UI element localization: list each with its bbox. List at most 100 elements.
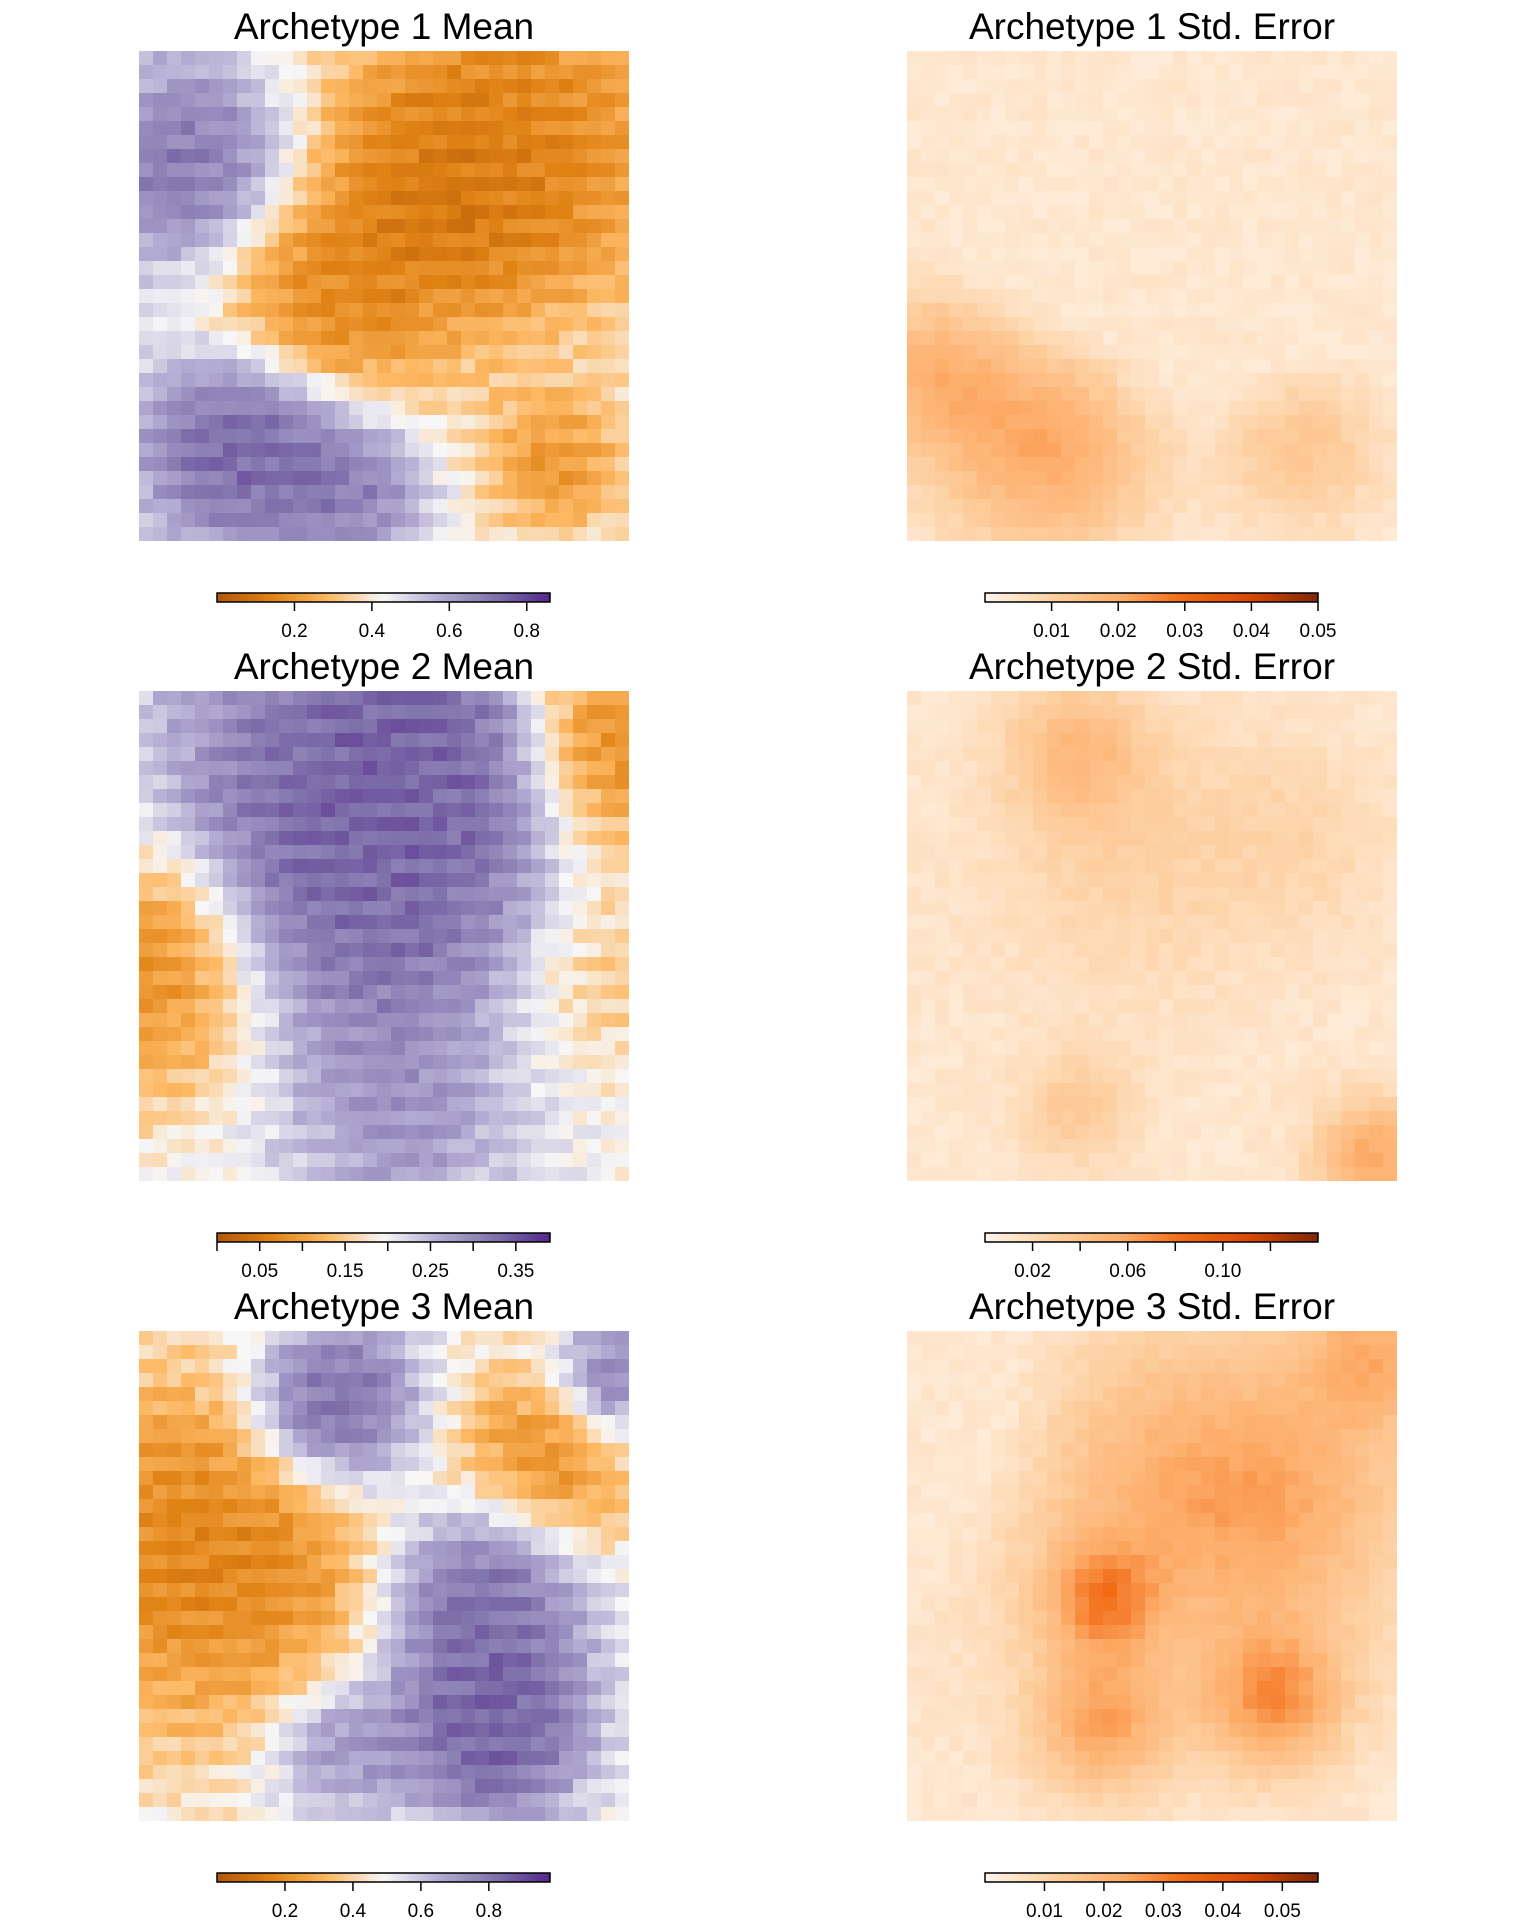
heatmap-cell xyxy=(531,1111,546,1126)
heatmap-cell xyxy=(1369,65,1384,80)
heatmap-cell xyxy=(949,219,964,234)
heatmap-cell xyxy=(1005,817,1020,832)
heatmap-cell xyxy=(377,1097,392,1112)
heatmap-cell xyxy=(1145,275,1160,290)
heatmap-cell xyxy=(559,373,574,388)
heatmap-cell xyxy=(1313,1041,1328,1056)
heatmap-cell xyxy=(573,803,588,818)
heatmap-cell xyxy=(293,985,308,1000)
heatmap-cell xyxy=(1201,943,1216,958)
heatmap-cell xyxy=(321,1069,336,1084)
heatmap-cell xyxy=(545,999,560,1014)
heatmap-cell xyxy=(405,1027,420,1042)
heatmap-cell xyxy=(489,719,504,734)
heatmap-cell xyxy=(195,51,210,66)
heatmap-cell xyxy=(475,261,490,276)
heatmap-cell xyxy=(1131,289,1146,304)
heatmap-cell xyxy=(1285,51,1300,66)
heatmap-cell xyxy=(503,859,518,874)
heatmap-cell xyxy=(1271,373,1286,388)
heatmap-cell xyxy=(1061,443,1076,458)
heatmap-cell xyxy=(279,971,294,986)
heatmap-cell xyxy=(419,387,434,402)
heatmap-cell xyxy=(1257,733,1272,748)
colorbar-segment xyxy=(380,593,384,602)
heatmap-cell xyxy=(167,1041,182,1056)
heatmap-cell xyxy=(1383,121,1397,136)
heatmap-cell xyxy=(1215,845,1230,860)
heatmap-cell xyxy=(195,999,210,1014)
heatmap-cell xyxy=(1145,205,1160,220)
heatmap-cell xyxy=(921,747,936,762)
heatmap-cell xyxy=(1019,51,1034,66)
heatmap-cell xyxy=(265,303,280,318)
heatmap-cell xyxy=(195,261,210,276)
heatmap-cell xyxy=(223,345,238,360)
heatmap-cell xyxy=(1005,887,1020,902)
heatmap-cell xyxy=(461,789,476,804)
heatmap-cell xyxy=(447,177,462,192)
heatmap-cell xyxy=(139,859,154,874)
heatmap-cell xyxy=(1117,233,1132,248)
heatmap-cell xyxy=(167,789,182,804)
colorbar-segment xyxy=(477,593,482,602)
heatmap-cell xyxy=(1369,191,1384,206)
heatmap-cell xyxy=(1299,93,1314,108)
heatmap-cell xyxy=(1383,415,1397,430)
heatmap-cell xyxy=(615,163,629,178)
heatmap-cell xyxy=(391,1041,406,1056)
heatmap-cell xyxy=(181,845,196,860)
heatmap-cell xyxy=(321,247,336,262)
heatmap-cell xyxy=(1005,719,1020,734)
heatmap-cell xyxy=(517,79,532,94)
heatmap-cell xyxy=(1271,471,1286,486)
heatmap-cell xyxy=(195,233,210,248)
heatmap-cell xyxy=(1243,79,1258,94)
heatmap-cell xyxy=(517,873,532,888)
colorbar-segment xyxy=(541,1233,545,1242)
heatmap-cell xyxy=(907,733,922,748)
heatmap-cell xyxy=(363,191,378,206)
heatmap-cell xyxy=(1355,527,1370,541)
heatmap-cell xyxy=(461,93,476,108)
heatmap-cell xyxy=(223,719,238,734)
heatmap-cell xyxy=(1187,443,1202,458)
heatmap-cell xyxy=(1327,485,1342,500)
heatmap-cell xyxy=(447,415,462,430)
heatmap-cell xyxy=(307,135,322,150)
heatmap-cell xyxy=(949,1027,964,1042)
heatmap-cell xyxy=(1103,1027,1118,1042)
heatmap-cell xyxy=(223,915,238,930)
heatmap-cell xyxy=(139,289,154,304)
heatmap-cell xyxy=(1005,317,1020,332)
colorbar-segment xyxy=(1007,593,1011,602)
heatmap-cell xyxy=(251,415,266,430)
heatmap-cell xyxy=(1145,859,1160,874)
heatmap-cell xyxy=(907,289,922,304)
heatmap-cell xyxy=(1215,485,1230,500)
heatmap-cell xyxy=(977,859,992,874)
heatmap-cell xyxy=(1355,513,1370,528)
heatmap-cell xyxy=(209,1153,224,1168)
heatmap-cell xyxy=(1285,691,1300,706)
heatmap-cell xyxy=(1215,957,1230,972)
heatmap-cell xyxy=(1005,499,1020,514)
heatmap-cell xyxy=(1341,471,1356,486)
heatmap-cell xyxy=(1271,387,1286,402)
colorbar-segment xyxy=(1068,593,1072,602)
heatmap-cell xyxy=(1005,803,1020,818)
heatmap-cell xyxy=(1033,373,1048,388)
heatmap-cell xyxy=(265,527,280,541)
heatmap-cell xyxy=(265,289,280,304)
heatmap-cell xyxy=(949,457,964,472)
heatmap-cell xyxy=(545,1153,560,1168)
heatmap-cell xyxy=(237,373,252,388)
heatmap-cell xyxy=(517,275,532,290)
heatmap-cell xyxy=(1229,985,1244,1000)
heatmap-cell xyxy=(907,205,922,220)
heatmap-cell xyxy=(237,149,252,164)
heatmap-cell xyxy=(545,233,560,248)
heatmap-cell xyxy=(153,719,168,734)
heatmap-cell xyxy=(1061,705,1076,720)
heatmap-cell xyxy=(1355,499,1370,514)
